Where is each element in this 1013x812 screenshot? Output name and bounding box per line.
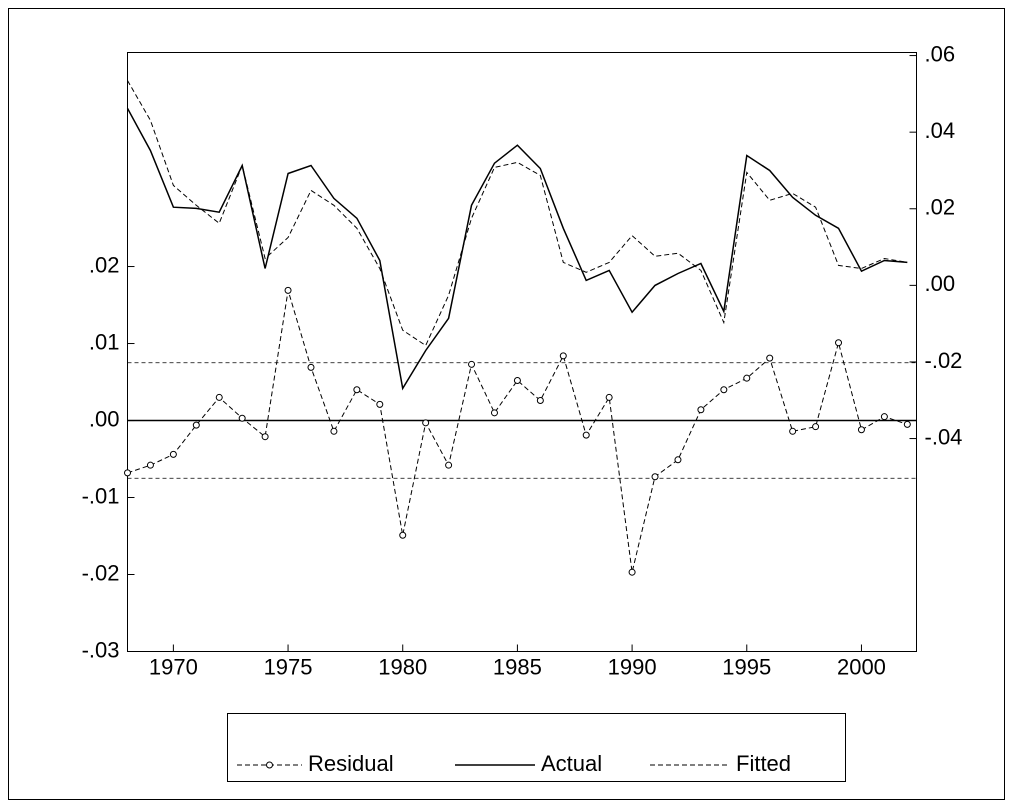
series-marker <box>651 473 659 481</box>
series-marker <box>192 421 200 429</box>
chart-frame <box>8 8 1005 800</box>
series-marker <box>513 376 521 384</box>
series-marker <box>330 427 338 435</box>
series-marker <box>261 433 269 441</box>
y-tick-label: .02 <box>89 252 120 277</box>
y2-tick-label: -.04 <box>925 424 963 449</box>
legend-marker <box>266 761 273 769</box>
x-tick-label: 1975 <box>264 654 313 679</box>
series-marker <box>353 386 361 394</box>
legend-label: Residual <box>308 751 394 776</box>
y2-tick-label: .06 <box>925 41 956 66</box>
series-marker <box>284 286 292 294</box>
x-tick-label: 1985 <box>493 654 542 679</box>
y2-tick-label: .02 <box>925 195 956 220</box>
x-tick-label: 1990 <box>608 654 657 679</box>
series-marker <box>307 363 315 371</box>
series-marker <box>490 409 498 417</box>
series-marker <box>582 431 590 439</box>
series-marker <box>857 426 865 434</box>
y2-tick-label: .00 <box>925 271 956 296</box>
series-marker <box>559 352 567 360</box>
y-tick-label: .00 <box>89 406 120 431</box>
y2-tick-label: -.02 <box>925 348 963 373</box>
series-marker <box>146 461 154 469</box>
legend <box>227 713 846 782</box>
series-marker <box>697 406 705 414</box>
y-tick-label: -.03 <box>82 637 120 662</box>
plot-frame <box>127 52 917 652</box>
series-marker <box>628 568 636 576</box>
x-tick-label: 2000 <box>837 654 886 679</box>
y2-tick-label: .04 <box>925 118 956 143</box>
series-marker <box>674 456 682 464</box>
series-line <box>126 108 908 391</box>
series-marker <box>605 393 613 401</box>
series-marker <box>789 427 797 435</box>
series-marker <box>812 423 820 431</box>
legend-label: Actual <box>541 751 602 776</box>
series-marker <box>835 339 843 347</box>
series-marker <box>399 531 407 539</box>
y-tick-label: -.02 <box>82 560 120 585</box>
series-line <box>127 80 908 347</box>
legend-label: Fitted <box>736 751 791 776</box>
series-marker <box>215 393 223 401</box>
x-tick-label: 1980 <box>378 654 427 679</box>
series-marker <box>376 400 384 408</box>
series-marker <box>422 419 430 427</box>
y-tick-label: .01 <box>89 329 120 354</box>
series-marker <box>536 397 544 405</box>
series-marker <box>743 374 751 382</box>
x-tick-label: 1970 <box>149 654 198 679</box>
series-marker <box>720 386 728 394</box>
series-marker <box>445 461 453 469</box>
series-line <box>127 290 908 573</box>
series-marker <box>169 450 177 458</box>
series-marker <box>880 413 888 421</box>
series-marker <box>238 414 246 422</box>
series-marker <box>124 469 131 477</box>
series-marker <box>903 420 911 428</box>
y-tick-label: -.01 <box>82 483 120 508</box>
series-marker <box>766 354 774 362</box>
x-tick-label: 1995 <box>722 654 771 679</box>
series-marker <box>468 360 476 368</box>
